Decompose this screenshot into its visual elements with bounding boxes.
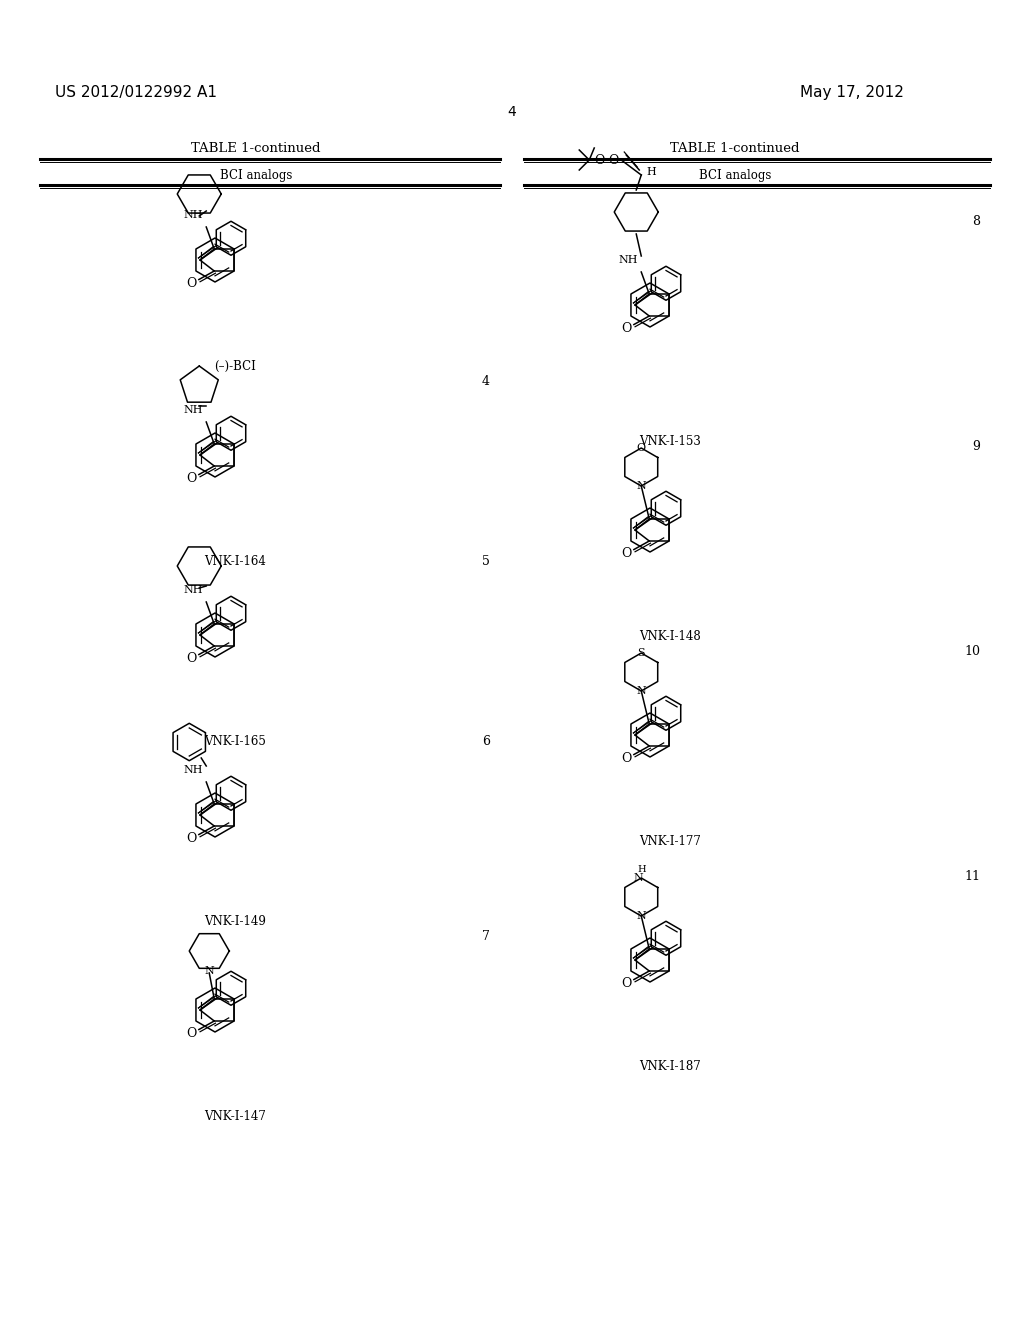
- Text: N: N: [636, 911, 646, 921]
- Text: O: O: [621, 548, 631, 561]
- Text: 4: 4: [482, 375, 490, 388]
- Text: 5: 5: [482, 554, 490, 568]
- Text: O: O: [185, 473, 197, 486]
- Text: VNK-I-177: VNK-I-177: [639, 836, 701, 847]
- Text: VNK-I-164: VNK-I-164: [204, 554, 266, 568]
- Text: VNK-I-147: VNK-I-147: [204, 1110, 266, 1123]
- Text: (–)-BCI: (–)-BCI: [214, 360, 256, 374]
- Text: O: O: [185, 1027, 197, 1040]
- Text: US 2012/0122992 A1: US 2012/0122992 A1: [55, 84, 217, 99]
- Text: N: N: [636, 686, 646, 696]
- Text: O: O: [621, 752, 631, 766]
- Text: VNK-I-148: VNK-I-148: [639, 630, 700, 643]
- Text: 8: 8: [972, 215, 980, 228]
- Text: H: H: [637, 865, 645, 874]
- Text: VNK-I-187: VNK-I-187: [639, 1060, 700, 1073]
- Text: 11: 11: [964, 870, 980, 883]
- Text: BCI analogs: BCI analogs: [698, 169, 771, 181]
- Text: O: O: [185, 652, 197, 665]
- Text: 4: 4: [508, 106, 516, 119]
- Text: TABLE 1-continued: TABLE 1-continued: [191, 143, 321, 154]
- Text: BCI analogs: BCI analogs: [220, 169, 292, 181]
- Text: O: O: [185, 277, 197, 290]
- Text: NH: NH: [183, 585, 203, 595]
- Text: N: N: [636, 480, 646, 491]
- Text: NH: NH: [618, 255, 638, 265]
- Text: 7: 7: [482, 931, 490, 942]
- Text: S: S: [638, 648, 645, 657]
- Text: VNK-I-149: VNK-I-149: [204, 915, 266, 928]
- Text: NH: NH: [183, 210, 203, 220]
- Text: NH: NH: [183, 405, 203, 414]
- Text: N: N: [634, 873, 643, 883]
- Text: O: O: [608, 153, 618, 166]
- Text: May 17, 2012: May 17, 2012: [800, 84, 904, 99]
- Text: O: O: [594, 153, 604, 166]
- Text: H: H: [646, 168, 656, 177]
- Text: O: O: [185, 833, 197, 845]
- Text: TABLE 1-continued: TABLE 1-continued: [671, 143, 800, 154]
- Text: VNK-I-165: VNK-I-165: [204, 735, 266, 748]
- Text: O: O: [621, 322, 631, 335]
- Text: NH: NH: [183, 766, 203, 775]
- Text: 6: 6: [482, 735, 490, 748]
- Text: VNK-I-153: VNK-I-153: [639, 436, 701, 447]
- Text: N: N: [205, 966, 214, 975]
- Text: 9: 9: [972, 440, 980, 453]
- Text: O: O: [621, 977, 631, 990]
- Text: O: O: [637, 444, 646, 453]
- Text: 10: 10: [964, 645, 980, 657]
